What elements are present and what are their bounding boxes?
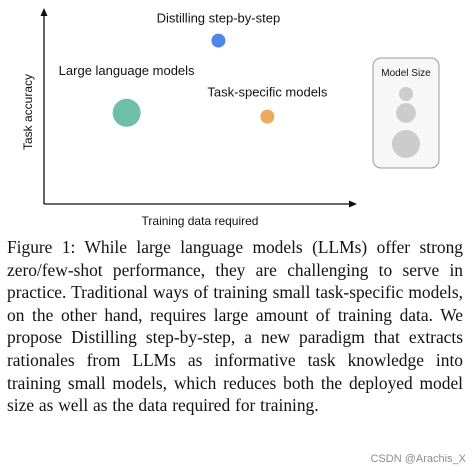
legend-size-mark xyxy=(392,130,420,158)
point-label: Distilling step-by-step xyxy=(157,11,281,26)
legend-title: Model Size xyxy=(381,68,431,79)
axes xyxy=(40,8,357,208)
legend-marks xyxy=(392,87,420,158)
data-points: Distilling step-by-step Large language mo… xyxy=(59,11,328,127)
caption-text: While large language models (LLMs) offer… xyxy=(7,237,463,416)
legend-size-mark xyxy=(399,87,413,101)
legend: Model Size xyxy=(372,57,440,169)
point-label: Large language models xyxy=(59,63,195,78)
point-large-language-models xyxy=(112,98,141,127)
point-label: Task-specific models xyxy=(207,85,327,100)
y-axis-title: Task accuracy xyxy=(21,74,35,150)
point-distilling-step-by-step xyxy=(211,33,226,48)
legend-size-mark xyxy=(396,103,416,123)
caption-label: Figure 1: xyxy=(7,237,76,257)
y-axis-arrow xyxy=(40,8,48,16)
x-axis-title: Training data required xyxy=(142,214,259,228)
figure-caption: Figure 1: While large language models (L… xyxy=(7,236,463,417)
scatter-chart: Training data required Task accuracy Dis… xyxy=(21,8,440,228)
figure: Training data required Task accuracy Dis… xyxy=(0,0,476,232)
point-task-specific-models xyxy=(260,109,275,124)
watermark: CSDN @Arachis_X xyxy=(370,453,466,465)
x-axis-arrow xyxy=(349,200,357,208)
